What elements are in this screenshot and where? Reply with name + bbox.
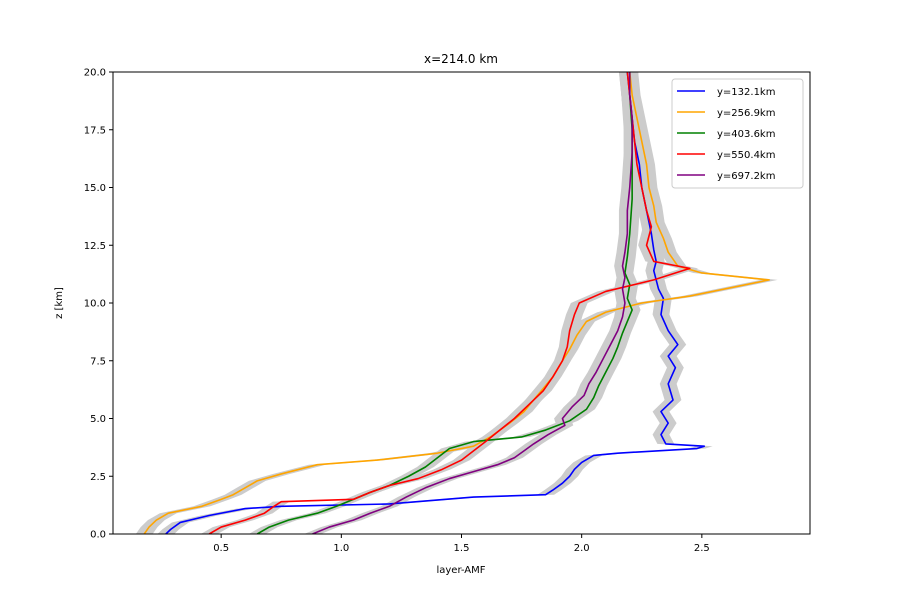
- x-tick-label: 2.0: [574, 543, 590, 554]
- y-axis: 0.0 2.5 5.0 7.5 10.0 12.5 15.0 17.5 20.0: [84, 68, 113, 541]
- x-tick-label: 0.5: [213, 543, 229, 554]
- x-tick-label: 1.0: [333, 543, 349, 554]
- y-axis-label: z [km]: [54, 287, 65, 319]
- y-tick-label: 10.0: [84, 299, 106, 310]
- legend-label: y=403.6km: [717, 129, 775, 140]
- x-tick-label: 1.5: [454, 543, 470, 554]
- x-axis-label: layer-AMF: [436, 565, 485, 576]
- uncertainty-bands: [135, 72, 778, 534]
- legend-label: y=550.4km: [717, 150, 775, 161]
- y-tick-label: 0.0: [90, 530, 106, 541]
- y-tick-label: 17.5: [84, 125, 106, 136]
- series-lines: [143, 72, 770, 534]
- y-tick-label: 2.5: [90, 472, 106, 483]
- y-tick-label: 5.0: [90, 414, 106, 425]
- chart-title: x=214.0 km: [424, 52, 498, 66]
- uncertainty-band: [135, 72, 778, 534]
- series-line: [165, 72, 706, 534]
- y-tick-label: 12.5: [84, 241, 106, 252]
- legend: y=132.1km y=256.9km y=403.6km y=550.4km y=69…: [671, 78, 804, 189]
- x-axis: 0.5 1.0 1.5 2.0 2.5: [213, 534, 710, 554]
- y-tick-label: 20.0: [84, 68, 106, 79]
- legend-label: y=697.2km: [717, 171, 775, 182]
- series-line: [208, 72, 691, 534]
- legend-label: y=132.1km: [717, 87, 775, 98]
- x-tick-label: 2.5: [694, 543, 710, 554]
- series-line: [312, 72, 633, 534]
- y-tick-label: 15.0: [84, 183, 106, 194]
- uncertainty-band: [304, 72, 641, 534]
- y-tick-label: 7.5: [90, 356, 106, 367]
- legend-box: [671, 78, 804, 189]
- legend-label: y=256.9km: [717, 108, 775, 119]
